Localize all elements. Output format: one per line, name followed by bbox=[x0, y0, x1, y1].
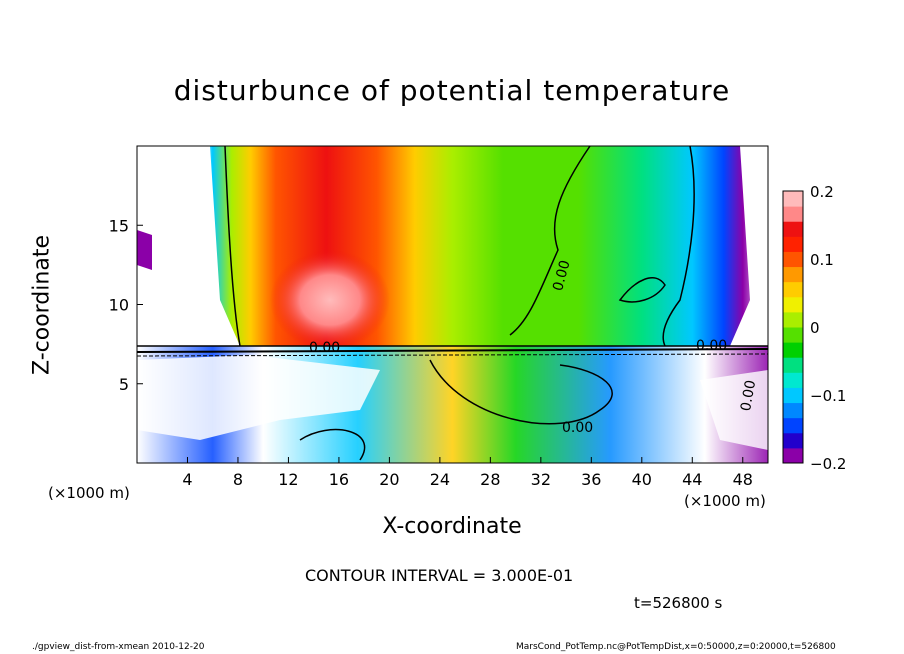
heatmap-fill bbox=[137, 146, 768, 463]
y-axis: 5 10 15 bbox=[109, 216, 143, 394]
footer-left: ./gpview_dist-from-xmean 2010-12-20 bbox=[32, 642, 205, 652]
colorbar-tick-label: 0.1 bbox=[810, 251, 834, 269]
colorbar-cell bbox=[783, 281, 803, 298]
contour-lines bbox=[136, 145, 769, 461]
colorbar-cell bbox=[783, 311, 803, 328]
x-tick-label: 16 bbox=[329, 470, 349, 489]
colorbar-cell bbox=[783, 402, 803, 419]
contour-interval: CONTOUR INTERVAL = 3.000E-01 bbox=[305, 566, 574, 585]
contour-label: 0.00 bbox=[562, 420, 593, 436]
colorbar-cell bbox=[783, 372, 803, 388]
y-tick-label: 15 bbox=[109, 216, 129, 235]
colorbar-frame bbox=[782, 190, 804, 464]
x-tick-label: 4 bbox=[182, 470, 192, 489]
colorbar-cell bbox=[783, 266, 803, 283]
colorbar-cell bbox=[783, 296, 803, 313]
x-unit-right: (×1000 m) bbox=[684, 492, 766, 510]
x-axis-label: X-coordinate bbox=[382, 514, 522, 539]
colorbar-tick-label: −0.2 bbox=[810, 455, 846, 473]
x-axis: 4 8 12 16 20 24 28 32 36 40 44 48 bbox=[182, 457, 753, 489]
x-tick-label: 12 bbox=[278, 470, 298, 489]
x-tick-label: 48 bbox=[733, 470, 753, 489]
footer-right: MarsCond_PotTemp.nc@PotTempDist,x=0:5000… bbox=[516, 642, 836, 652]
colorbar-cell bbox=[783, 447, 803, 464]
contour-label: 0.00 bbox=[309, 340, 340, 356]
colorbar-cell bbox=[783, 342, 803, 358]
colorbar-cell bbox=[783, 357, 803, 373]
colorbar-cell bbox=[783, 251, 803, 268]
colorbar-cell bbox=[783, 221, 803, 237]
colorbar-cells bbox=[783, 191, 803, 464]
y-axis-label: Z-coordinate bbox=[29, 235, 55, 375]
time-label: t=526800 s bbox=[634, 594, 723, 612]
colorbar-tick-label: 0.2 bbox=[810, 183, 834, 201]
y-tick-label: 10 bbox=[109, 296, 129, 315]
colorbar-cell bbox=[783, 327, 803, 343]
colorbar-tick-label: −0.1 bbox=[810, 387, 846, 405]
colorbar-cell bbox=[783, 387, 803, 404]
x-tick-label: 8 bbox=[233, 470, 243, 489]
contour-label: 0.00 bbox=[738, 379, 759, 412]
x-unit-left: (×1000 m) bbox=[48, 484, 130, 502]
colorbar-cell bbox=[783, 236, 803, 252]
contour-label: 0.00 bbox=[550, 259, 574, 293]
x-tick-label: 32 bbox=[531, 470, 551, 489]
contour-label: 0.00 bbox=[696, 338, 727, 354]
colorbar-cell bbox=[783, 432, 803, 449]
x-tick-label: 20 bbox=[379, 470, 399, 489]
colorbar-cell bbox=[783, 191, 803, 207]
colorbar-ticks: 0.2 0.1 0 −0.1 −0.2 bbox=[810, 183, 846, 473]
x-tick-label: 24 bbox=[430, 470, 450, 489]
colorbar-cell bbox=[783, 417, 803, 434]
y-tick-label: 5 bbox=[119, 375, 129, 394]
x-tick-label: 40 bbox=[632, 470, 652, 489]
colorbar-cell bbox=[783, 206, 803, 222]
chart-title: disturbunce of potential temperature bbox=[173, 74, 731, 107]
x-tick-label: 28 bbox=[480, 470, 500, 489]
x-tick-label: 36 bbox=[581, 470, 601, 489]
colorbar-tick-label: 0 bbox=[810, 319, 820, 337]
x-tick-label: 44 bbox=[682, 470, 702, 489]
